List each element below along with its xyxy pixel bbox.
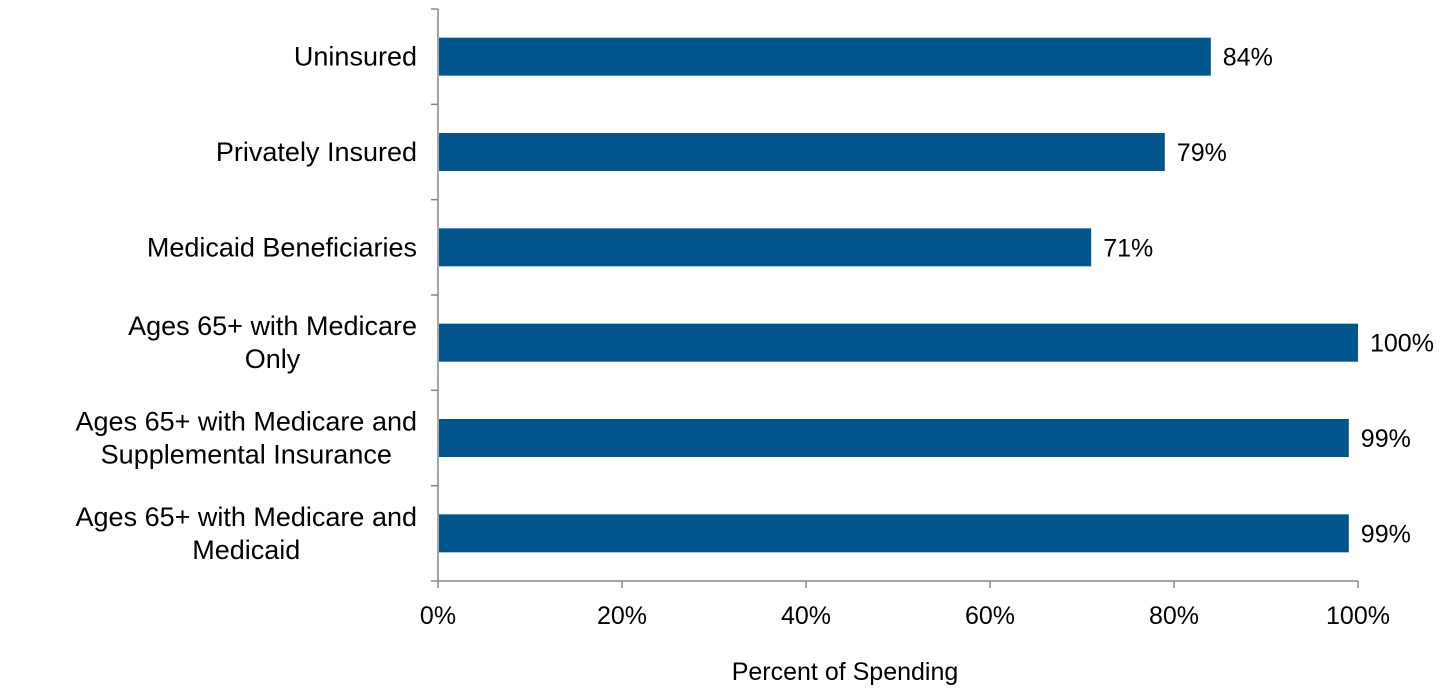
category-label: Uninsured <box>294 42 417 72</box>
bar-value-label: 100% <box>1370 330 1434 358</box>
bar <box>439 323 1358 362</box>
category-label-line: Only <box>245 344 301 374</box>
category-label-line: Uninsured <box>294 42 417 72</box>
category-label-line: Medicaid <box>192 535 300 565</box>
bar-value-label: 84% <box>1223 44 1273 72</box>
x-tick-label: 40% <box>781 602 831 630</box>
x-axis-title: Percent of Spending <box>732 658 959 686</box>
x-tick-label: 20% <box>597 602 647 630</box>
axes-layer <box>431 8 1359 588</box>
category-label-line: Ages 65+ with Medicare <box>128 311 417 341</box>
bar <box>439 228 1092 267</box>
bar-value-label: 99% <box>1361 425 1411 453</box>
category-label: Ages 65+ with Medicare and Medicaid <box>76 502 417 565</box>
bar-value-label: 99% <box>1361 520 1411 548</box>
bar <box>439 419 1349 457</box>
bar-value-label: 71% <box>1103 234 1153 262</box>
category-label: Privately Insured <box>216 137 417 167</box>
category-label-line: Supplemental Insurance <box>101 440 392 470</box>
bar <box>439 514 1349 553</box>
x-tick-label: 100% <box>1326 602 1390 630</box>
labels-layer: 84% Uninsured 79% Privately Insured 71% Medic… <box>76 42 1434 630</box>
category-label-line: Medicaid Beneficiaries <box>147 232 417 262</box>
category-label-line: Privately Insured <box>216 137 417 167</box>
bars-layer <box>439 37 1358 553</box>
bar-value-label: 79% <box>1177 139 1227 167</box>
category-label: Ages 65+ with Medicare and Supplemental I… <box>76 407 417 470</box>
x-tick-label: 0% <box>420 602 456 630</box>
x-tick-label: 80% <box>1149 602 1199 630</box>
category-label-line: Ages 65+ with Medicare and <box>76 407 417 437</box>
x-tick-label: 60% <box>965 602 1015 630</box>
category-label: Ages 65+ with Medicare Only <box>128 311 417 374</box>
bar <box>439 37 1211 76</box>
category-label: Medicaid Beneficiaries <box>147 232 417 262</box>
bar <box>439 133 1165 171</box>
category-label-line: Ages 65+ with Medicare and <box>76 502 417 532</box>
